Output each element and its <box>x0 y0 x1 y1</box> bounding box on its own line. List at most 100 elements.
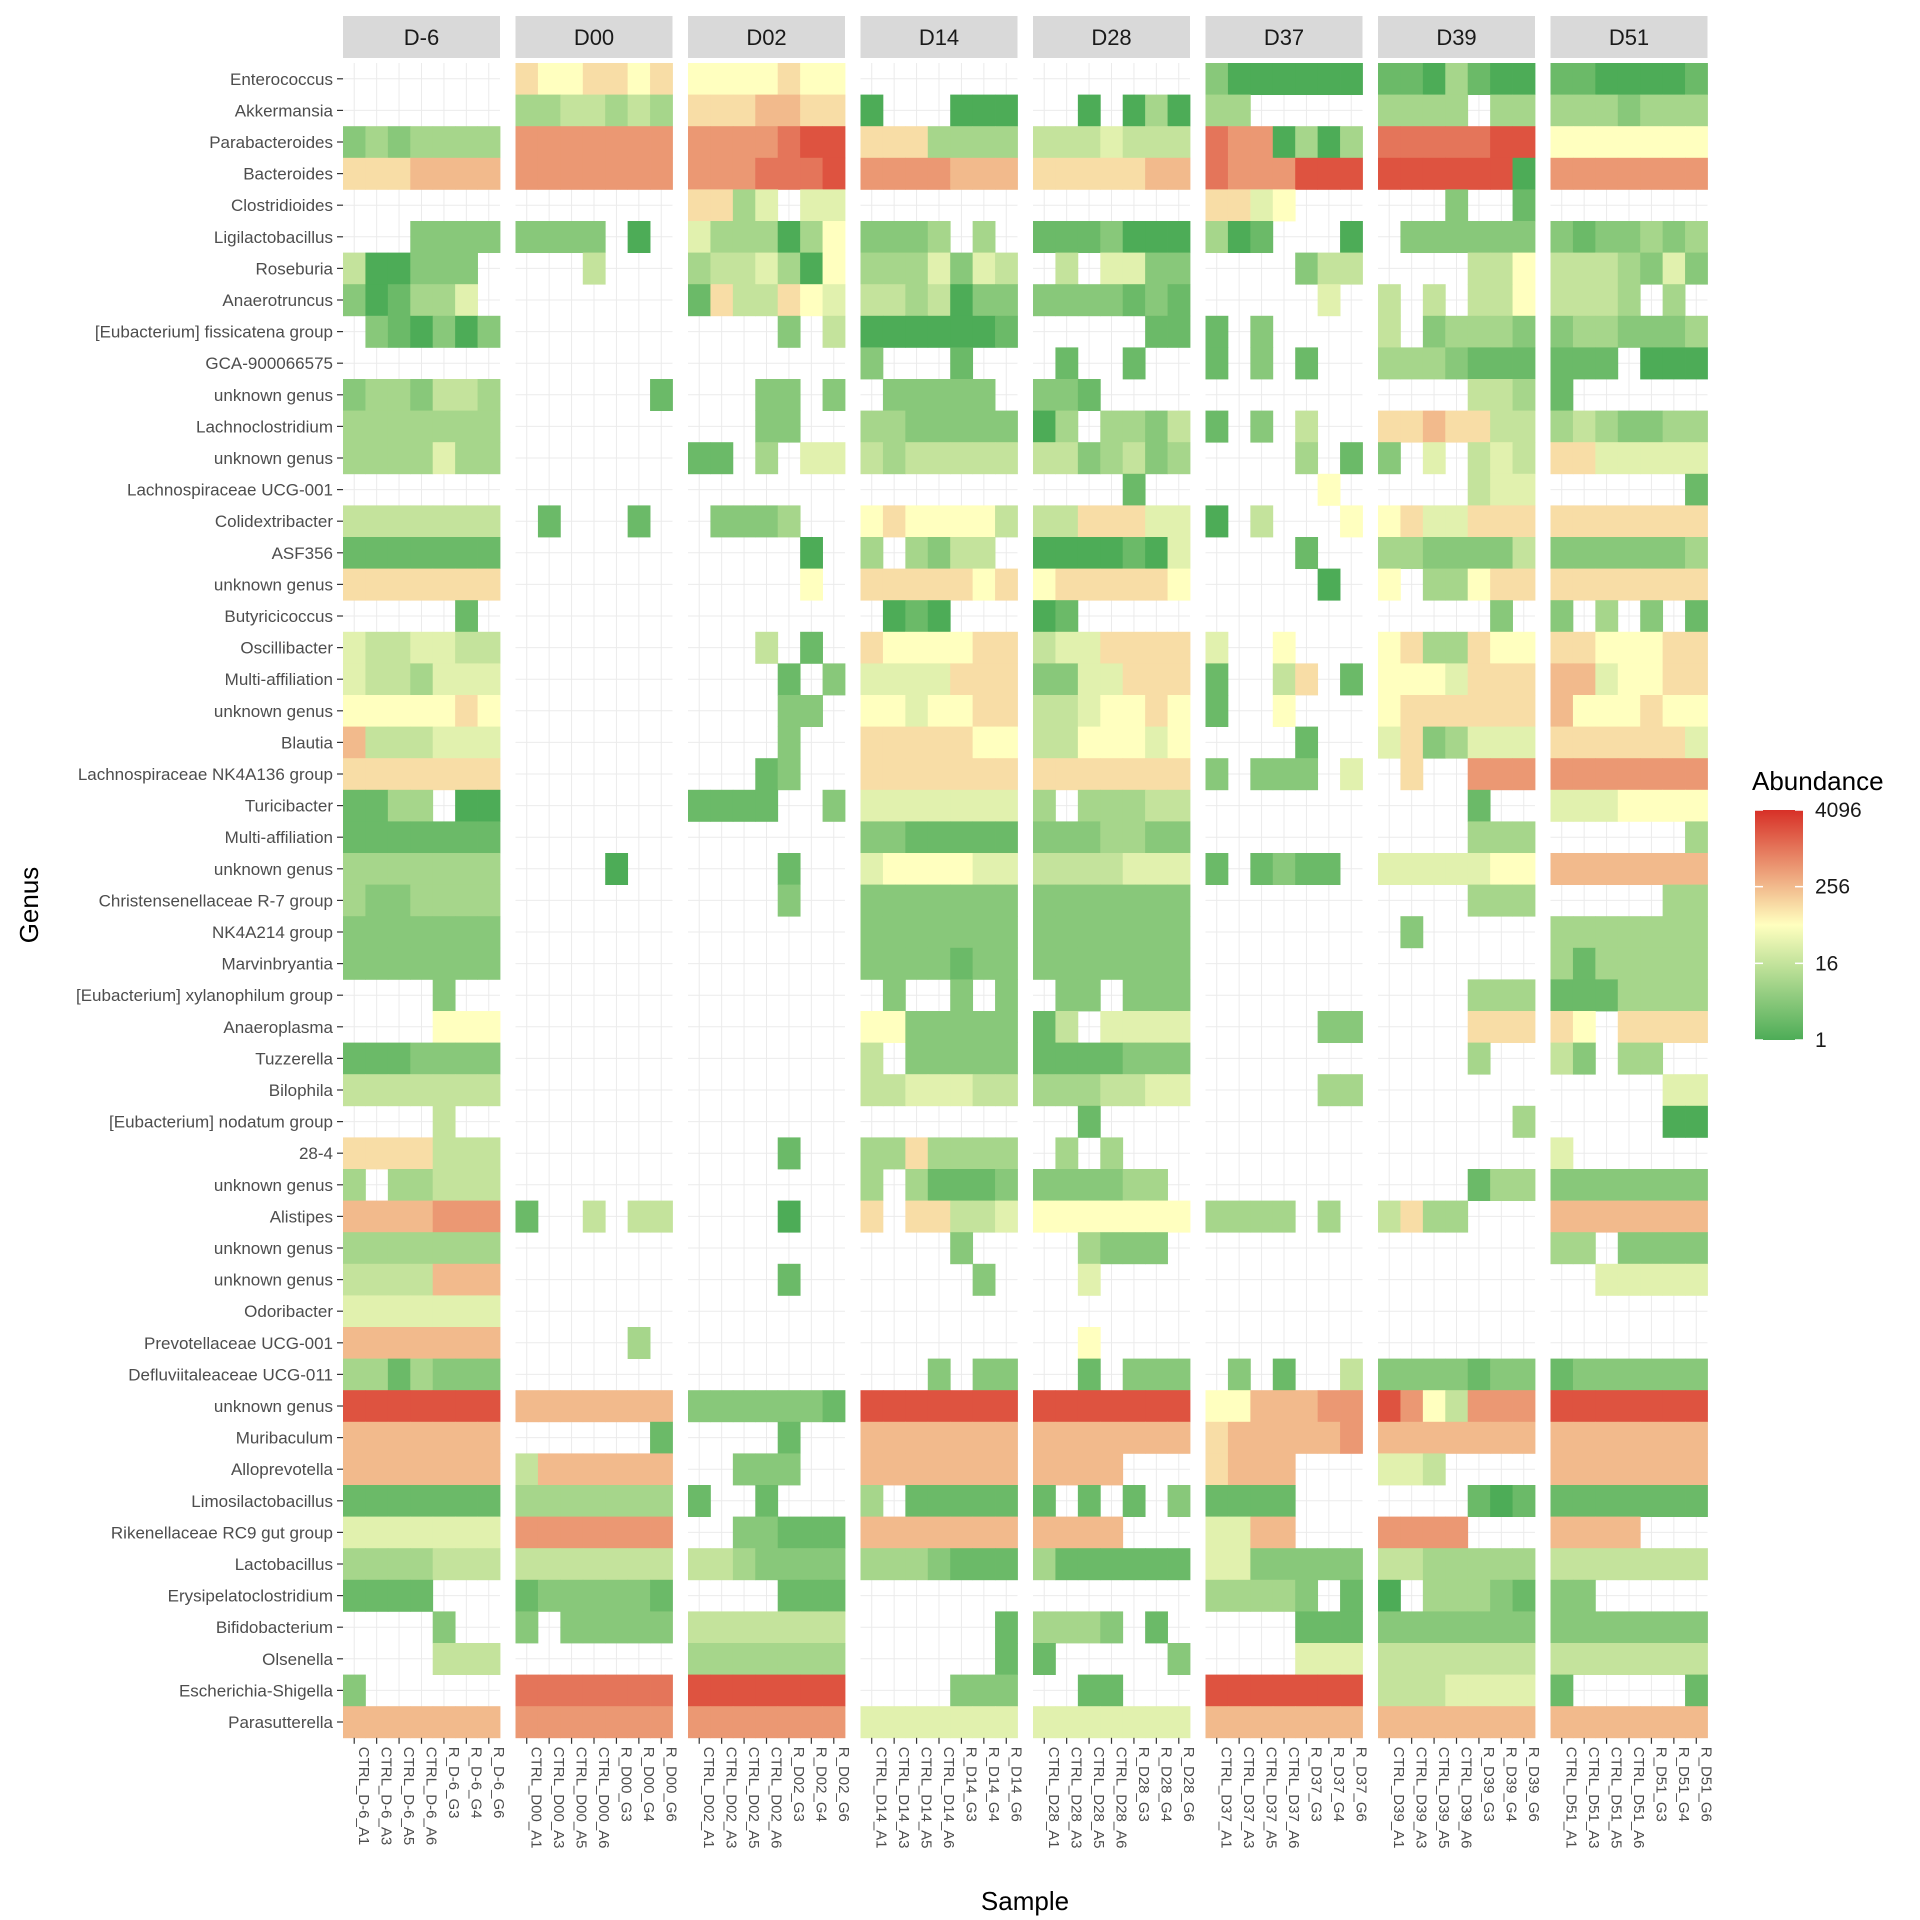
heatmap-cell <box>1445 410 1469 443</box>
heatmap-cell <box>1317 252 1341 285</box>
x-tick-label: CTRL_D14_A6 <box>940 1747 957 1849</box>
heatmap-cell <box>477 947 501 980</box>
heatmap-cell <box>1145 663 1168 696</box>
heatmap-cell <box>800 631 823 664</box>
heatmap-cell <box>927 758 951 791</box>
heatmap-cell <box>1445 1390 1469 1423</box>
heatmap-cell <box>1145 726 1168 759</box>
heatmap-cell <box>515 1200 539 1233</box>
heatmap-cell <box>1685 252 1708 285</box>
heatmap-cell <box>477 1358 501 1391</box>
heatmap-cell <box>1378 568 1401 601</box>
heatmap-cell <box>1077 884 1101 917</box>
heatmap-cell <box>1145 1200 1168 1233</box>
heatmap-cell <box>410 1327 434 1359</box>
heatmap-cell <box>1490 63 1513 95</box>
x-tick-label: R_D37_G4 <box>1330 1747 1347 1822</box>
heatmap-cell <box>1595 916 1619 949</box>
heatmap-cell <box>1122 473 1146 506</box>
heatmap-cell <box>1617 789 1641 822</box>
heatmap-cell <box>777 1453 801 1486</box>
heatmap-cell <box>1122 979 1146 1012</box>
heatmap-cell <box>1100 1200 1124 1233</box>
heatmap-cell <box>1490 157 1513 190</box>
heatmap-cell <box>1572 663 1596 696</box>
heatmap-cell <box>1512 726 1536 759</box>
heatmap-cell <box>950 1011 974 1043</box>
heatmap-cell <box>410 1200 434 1233</box>
heatmap-cell <box>1595 537 1619 569</box>
heatmap-cell <box>822 63 846 95</box>
heatmap-cell <box>1685 916 1708 949</box>
heatmap-cell <box>950 1706 974 1739</box>
heatmap-cell <box>1167 157 1191 190</box>
heatmap-cell <box>972 947 996 980</box>
heatmap-cell <box>605 1453 629 1486</box>
heatmap-cell <box>387 916 411 949</box>
heatmap-cell <box>1512 1421 1536 1454</box>
heatmap-cell <box>1550 1137 1574 1170</box>
heatmap-cell <box>1617 631 1641 664</box>
heatmap-cell <box>995 916 1018 949</box>
heatmap-cell <box>387 821 411 854</box>
heatmap-cell <box>1422 157 1446 190</box>
heatmap-cell <box>1550 1516 1574 1549</box>
heatmap-cell <box>1145 442 1168 475</box>
heatmap-cell <box>950 315 974 348</box>
heatmap-cell <box>1640 600 1664 633</box>
heatmap-cell <box>1167 94 1191 127</box>
heatmap-cell <box>605 1579 629 1612</box>
heatmap-cell <box>387 1169 411 1201</box>
heatmap-cell <box>882 126 906 159</box>
heatmap-cell <box>1400 1674 1424 1707</box>
heatmap-cell <box>905 884 929 917</box>
heatmap-cell <box>688 1643 711 1675</box>
heatmap-cell <box>1400 1643 1424 1675</box>
heatmap-cell <box>515 1611 539 1644</box>
heatmap-cell <box>343 1706 366 1739</box>
heatmap-cell <box>515 126 539 159</box>
heatmap-cell <box>1467 789 1491 822</box>
heatmap-cell <box>1400 695 1424 727</box>
heatmap-cell <box>410 442 434 475</box>
heatmap-cell <box>455 1516 478 1549</box>
heatmap-cell <box>627 1390 651 1423</box>
heatmap-cell <box>882 789 906 822</box>
heatmap-cell <box>387 1232 411 1265</box>
heatmap-cell <box>1422 1706 1446 1739</box>
heatmap-cell <box>582 1611 606 1644</box>
heatmap-cell <box>905 1011 929 1043</box>
heatmap-cell <box>343 916 366 949</box>
heatmap-cell <box>387 663 411 696</box>
heatmap-cell <box>537 221 561 253</box>
x-axis: CTRL_D-6_A1 CTRL_D-6_A3 CTRL_D-6_A5 CTRL_D-… <box>353 1737 1714 1849</box>
heatmap-cell <box>1640 1611 1664 1644</box>
heatmap-cell <box>905 631 929 664</box>
heatmap-cell <box>972 1390 996 1423</box>
heatmap-cell <box>387 789 411 822</box>
heatmap-cell <box>365 695 389 727</box>
heatmap-cell <box>800 1674 823 1707</box>
heatmap-cell <box>1512 442 1536 475</box>
heatmap-cell <box>1467 252 1491 285</box>
heatmap-cell <box>1250 157 1274 190</box>
heatmap-cell <box>1295 1674 1319 1707</box>
heatmap-cell <box>1422 726 1446 759</box>
heatmap-cell <box>1272 1674 1296 1707</box>
heatmap-cell <box>927 1200 951 1233</box>
heatmap-cell <box>477 663 501 696</box>
heatmap-cell <box>650 1516 673 1549</box>
heatmap-cell <box>1617 568 1641 601</box>
heatmap-cell <box>1272 758 1296 791</box>
heatmap-cell <box>343 853 366 885</box>
heatmap-cell <box>1685 726 1708 759</box>
heatmap-cell <box>860 1074 884 1107</box>
heatmap-cell <box>1445 853 1469 885</box>
y-tick-label: Tuzzerella <box>255 1049 333 1068</box>
heatmap-cell <box>1227 1706 1251 1739</box>
heatmap-cell <box>1122 221 1146 253</box>
heatmap-cell <box>1250 63 1274 95</box>
heatmap-cell <box>755 1548 779 1581</box>
heatmap-cell <box>455 1200 478 1233</box>
heatmap-cell <box>905 947 929 980</box>
